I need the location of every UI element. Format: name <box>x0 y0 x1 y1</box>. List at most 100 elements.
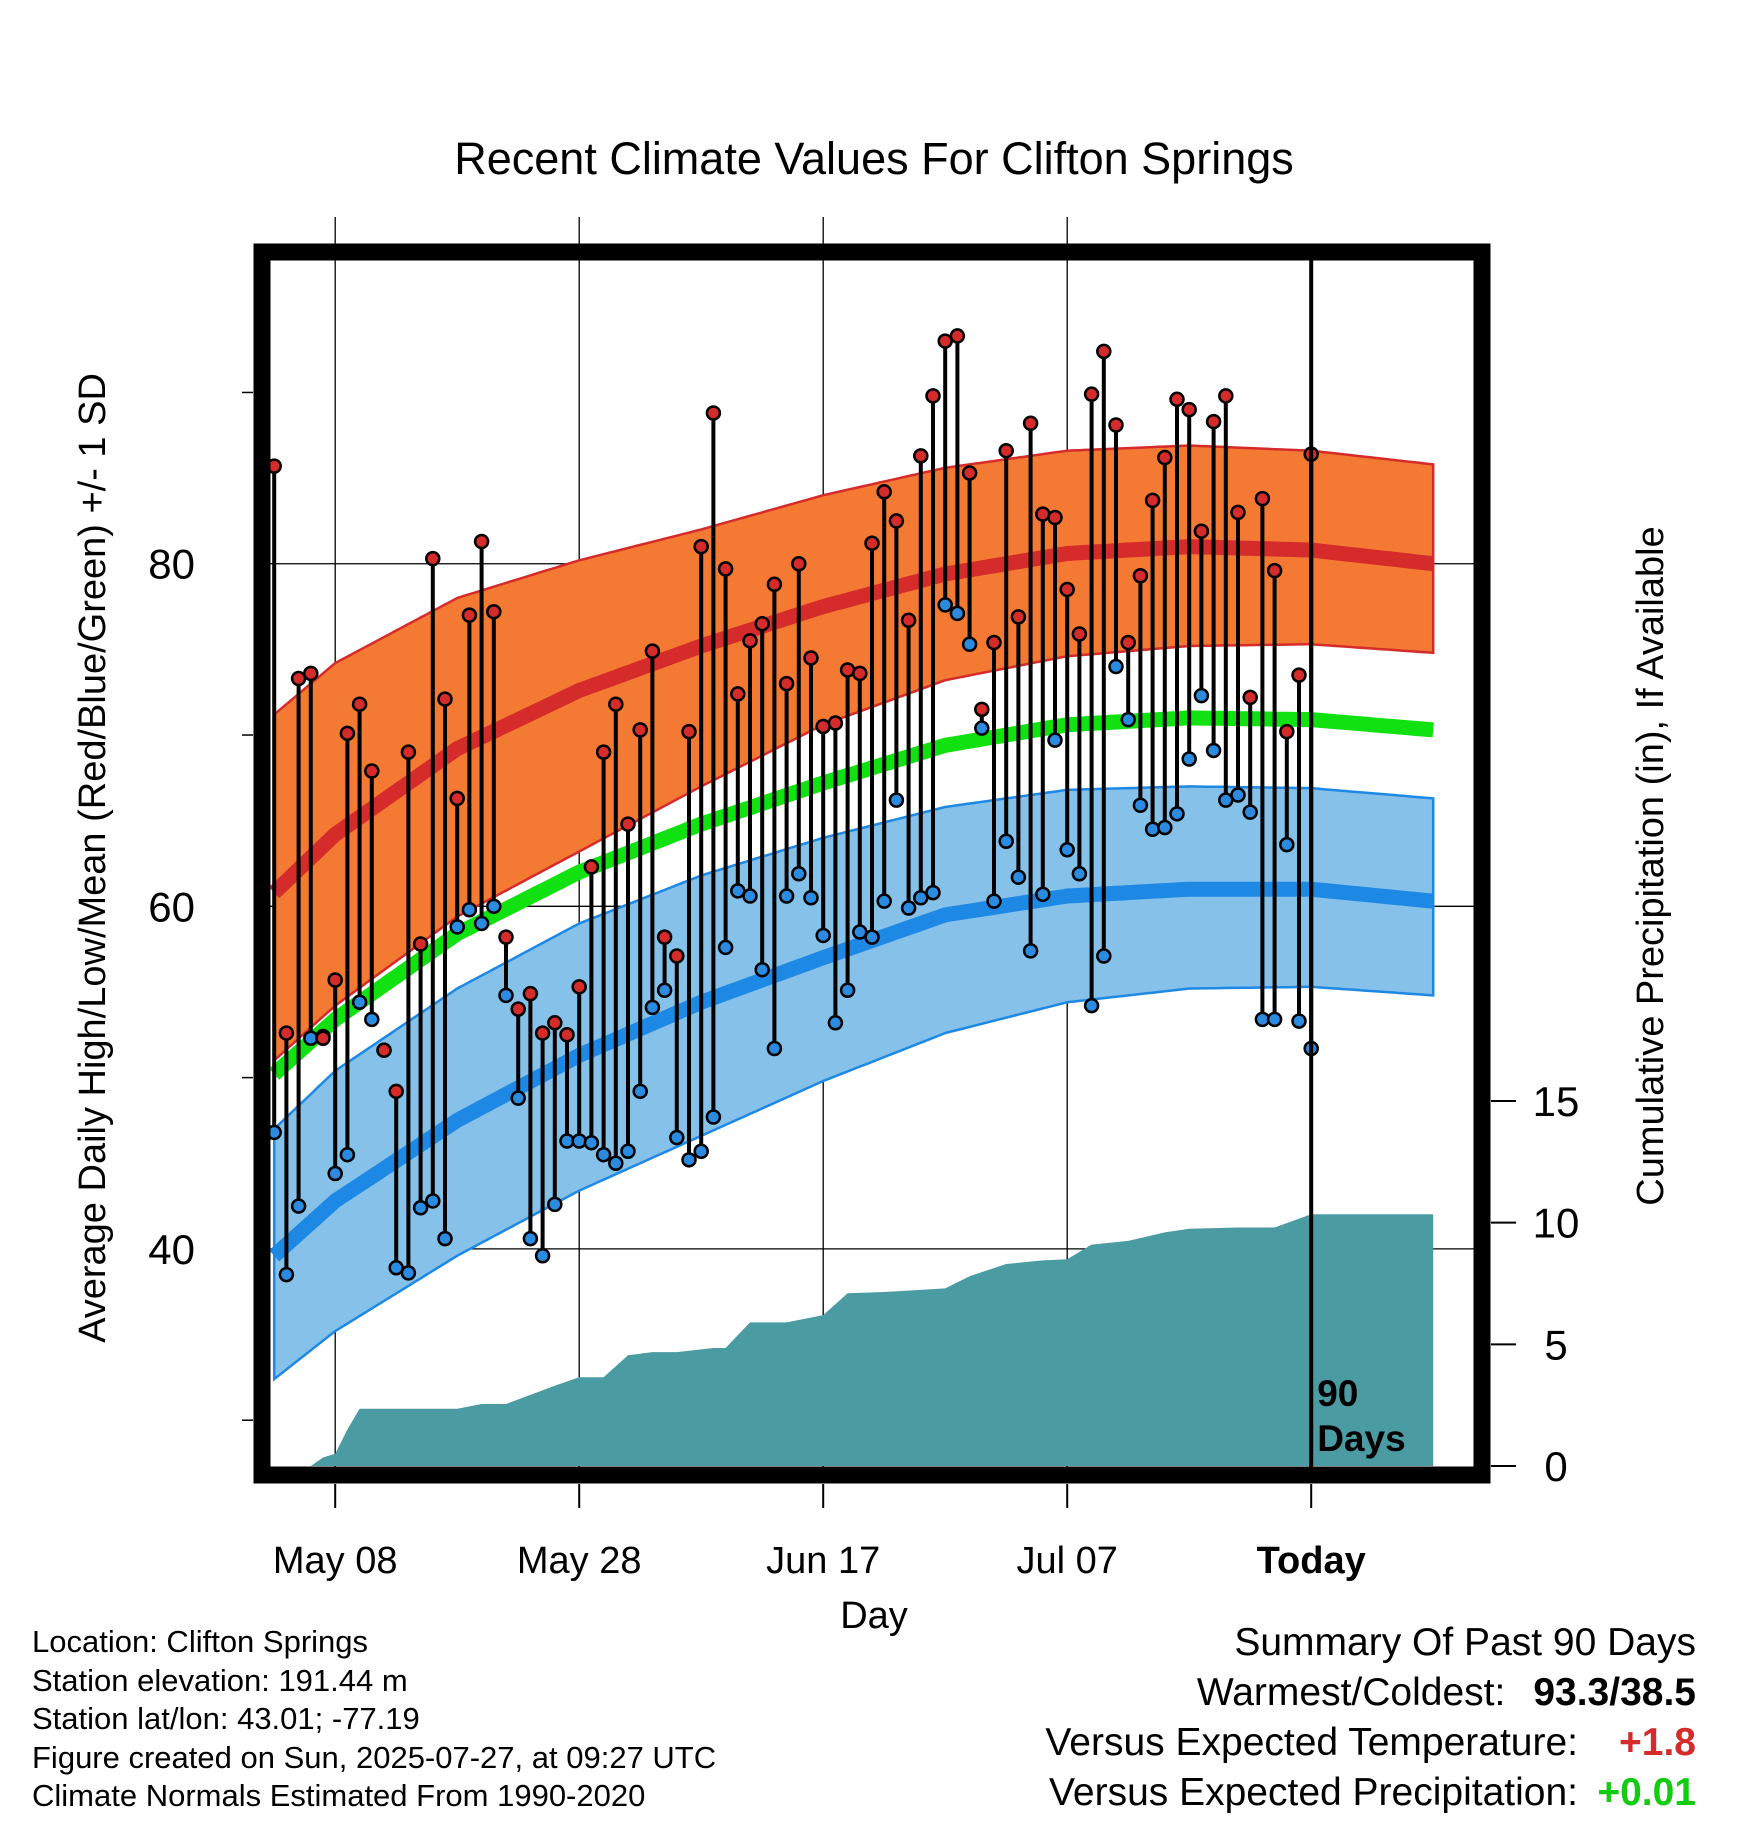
today-annotation-line: Days <box>1317 1418 1405 1459</box>
x-tick-label: May 28 <box>517 1540 642 1582</box>
low-point <box>547 1196 563 1213</box>
low-point <box>534 1248 551 1264</box>
low-point <box>1169 806 1185 822</box>
high-point <box>595 744 612 760</box>
high-point <box>1279 723 1295 740</box>
low-point <box>1083 997 1100 1014</box>
created-text: Figure created on Sun, 2025-07-27, at 09… <box>32 1739 717 1775</box>
low-point <box>1059 842 1075 858</box>
low-point <box>327 1165 343 1182</box>
temp-value: +1.8 <box>1619 1721 1696 1764</box>
high-point <box>1291 667 1307 683</box>
high-point <box>303 665 319 682</box>
high-point <box>1010 609 1027 625</box>
x-tick-label: Jun 17 <box>766 1540 880 1582</box>
low-point <box>656 982 673 999</box>
low-point <box>1010 869 1027 885</box>
high-point <box>351 696 368 712</box>
y-tick-label-right: 5 <box>1544 1321 1567 1368</box>
low-point <box>1230 787 1246 803</box>
latlon-text: Station lat/lon: 43.01; -77.19 <box>32 1701 420 1736</box>
y-tick-label-right: 10 <box>1533 1200 1580 1247</box>
low-point <box>986 893 1002 909</box>
high-point <box>632 722 648 738</box>
high-point <box>656 929 673 945</box>
high-point <box>364 763 380 779</box>
low-point <box>1181 751 1197 767</box>
low-point <box>925 884 941 901</box>
low-point <box>974 720 990 736</box>
high-point <box>1242 689 1258 706</box>
high-point <box>1254 490 1271 507</box>
high-point <box>1181 401 1197 418</box>
coldest-value: 38.5 <box>1620 1671 1696 1714</box>
low-point <box>1022 943 1039 959</box>
high-point <box>1096 343 1112 360</box>
summary-temp: Versus Expected Temperature: +1.8 <box>1045 1718 1696 1768</box>
high-point <box>1059 581 1075 598</box>
low-point <box>766 1040 783 1057</box>
high-point <box>778 675 795 692</box>
high-point <box>742 633 758 649</box>
low-point <box>961 636 978 653</box>
low-point <box>1266 1011 1283 1028</box>
low-point <box>449 919 465 935</box>
low-point <box>1144 821 1161 837</box>
elevation-text: Station elevation: 191.44 m <box>32 1662 408 1698</box>
high-point <box>1144 492 1161 509</box>
high-point <box>644 643 661 659</box>
precip-fill <box>262 1214 1434 1466</box>
low-point <box>1157 819 1173 836</box>
low-point <box>412 1200 429 1216</box>
low-point <box>1193 687 1210 704</box>
high-point <box>571 979 587 995</box>
high-point <box>498 929 514 945</box>
high-point <box>1108 417 1124 433</box>
summary-heading: Summary Of Past 90 Days <box>1234 1621 1696 1664</box>
low-point <box>498 987 514 1004</box>
high-sd-band <box>272 444 1435 1064</box>
y-tick-label-left: 60 <box>148 883 195 930</box>
summary-warmest-coldest: Warmest/Coldest: 93.3/38.5 <box>1045 1668 1696 1718</box>
normals-period-text: Climate Normals Estimated From 1990-2020 <box>32 1778 646 1813</box>
high-point <box>559 1027 575 1043</box>
y-axis-label-left: Average Daily High/Low/Mean (Red/Blue/Gr… <box>72 373 114 1343</box>
low-point <box>681 1152 697 1168</box>
high-point <box>864 535 880 551</box>
high-point <box>852 665 868 682</box>
low-normal-line <box>269 881 1435 1262</box>
high-point <box>339 725 356 742</box>
x-tick-label: Jul 07 <box>1016 1540 1117 1582</box>
high-point <box>620 816 636 832</box>
low-point <box>1291 1013 1307 1029</box>
low-point <box>400 1265 417 1281</box>
high-point <box>925 388 941 404</box>
y-tick-label-right: 0 <box>1544 1443 1567 1490</box>
precip-value: +0.01 <box>1597 1771 1696 1814</box>
high-point <box>534 1025 551 1041</box>
high-point <box>1120 634 1136 651</box>
high-point <box>1218 388 1234 404</box>
axes: 40 60 80 0 5 10 15 May 08 May 28 Jun 17 Jul 07 Toda… <box>148 391 1580 1582</box>
high-point <box>327 972 343 988</box>
high-point <box>1205 413 1222 430</box>
chart-title: Recent Climate Values For Clifton Spring… <box>454 133 1294 184</box>
y-tick-label-right: 15 <box>1533 1078 1580 1125</box>
x-tick-label: May 08 <box>273 1540 398 1582</box>
high-point <box>278 1025 295 1041</box>
high-point <box>681 723 697 740</box>
high-point <box>1047 509 1063 526</box>
y-tick-label-left: 40 <box>148 1226 195 1273</box>
high-point <box>1230 504 1246 521</box>
low-point <box>949 605 966 622</box>
low-point <box>1120 711 1136 728</box>
high-point <box>705 405 722 421</box>
high-point <box>876 484 892 500</box>
low-point <box>815 927 831 944</box>
low-point <box>839 982 856 999</box>
high-point <box>766 576 783 593</box>
high-point <box>669 948 685 964</box>
low-point <box>339 1146 356 1163</box>
high-point <box>717 561 734 577</box>
